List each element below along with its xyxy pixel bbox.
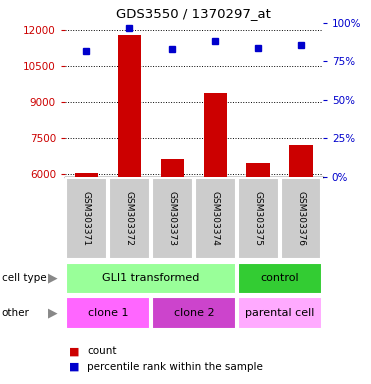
Text: ■: ■	[69, 362, 79, 372]
Text: GSM303375: GSM303375	[254, 191, 263, 247]
Bar	[289, 146, 313, 177]
Bar	[204, 93, 227, 177]
Bar	[238, 178, 279, 260]
Bar	[66, 297, 150, 329]
Bar	[195, 178, 236, 260]
Text: GSM303374: GSM303374	[211, 192, 220, 246]
Text: GSM303376: GSM303376	[297, 191, 306, 247]
Text: control: control	[260, 273, 299, 283]
Bar	[238, 297, 322, 329]
Bar	[66, 263, 236, 294]
Text: count: count	[87, 346, 117, 356]
Text: clone 1: clone 1	[88, 308, 128, 318]
Bar	[161, 159, 184, 177]
Text: GSM303373: GSM303373	[168, 191, 177, 247]
Text: cell type: cell type	[2, 273, 46, 283]
Text: ■: ■	[69, 346, 79, 356]
Bar	[66, 178, 106, 260]
Text: clone 2: clone 2	[174, 308, 214, 318]
Bar	[281, 178, 322, 260]
Text: ▶: ▶	[48, 306, 58, 319]
Bar	[75, 173, 98, 177]
Bar	[246, 163, 270, 177]
Title: GDS3550 / 1370297_at: GDS3550 / 1370297_at	[116, 7, 271, 20]
Text: GSM303371: GSM303371	[82, 191, 91, 247]
Bar	[118, 35, 141, 177]
Bar	[238, 263, 322, 294]
Text: other: other	[2, 308, 30, 318]
Text: GLI1 transformed: GLI1 transformed	[102, 273, 200, 283]
Text: percentile rank within the sample: percentile rank within the sample	[87, 362, 263, 372]
Bar	[152, 178, 193, 260]
Bar	[152, 297, 236, 329]
Text: parental cell: parental cell	[245, 308, 315, 318]
Bar	[109, 178, 150, 260]
Text: ▶: ▶	[48, 272, 58, 285]
Text: GSM303372: GSM303372	[125, 192, 134, 246]
